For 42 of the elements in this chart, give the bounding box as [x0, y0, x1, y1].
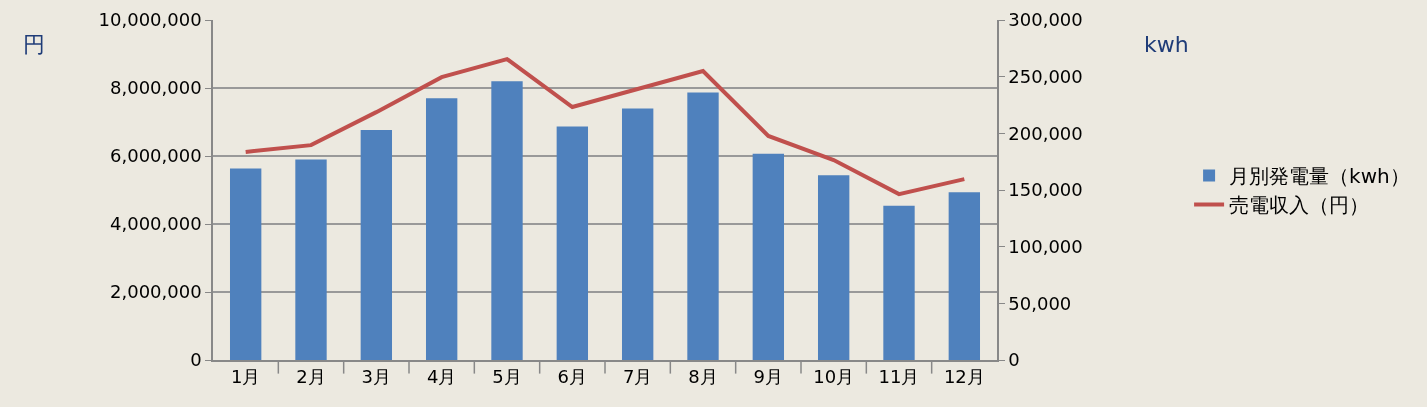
y-tick-label: 4,000,000: [110, 213, 202, 235]
bar: [948, 192, 981, 360]
y2-tick-label: 250,000: [1008, 65, 1083, 87]
bar: [883, 205, 915, 360]
y2-tick-label: 0: [1008, 349, 1020, 371]
x-tick-label: 6月: [557, 366, 588, 388]
y2-axis-title: kwh: [1144, 32, 1189, 57]
y-tick-label: 10,000,000: [98, 9, 202, 31]
y-tick-label: 8,000,000: [110, 77, 202, 99]
y2-tick-label: 150,000: [1008, 179, 1083, 201]
x-tick-label: 10月: [813, 366, 855, 388]
y2-tick-label: 200,000: [1008, 122, 1083, 144]
bar: [360, 129, 393, 360]
y2-tick-label: 300,000: [1008, 9, 1083, 31]
x-tick-label: 7月: [622, 366, 653, 388]
legend-label: 売電収入（円）: [1229, 193, 1370, 218]
legend-label: 月別発電量（kwh）: [1229, 164, 1410, 189]
bar: [556, 126, 589, 360]
x-tick-label: 1月: [230, 366, 261, 388]
bar: [491, 81, 523, 360]
x-tick-label: 12月: [943, 366, 985, 388]
bar: [687, 92, 719, 360]
bar: [425, 98, 458, 360]
x-tick-label: 2月: [296, 366, 326, 388]
y-axis-title: 円: [23, 32, 45, 57]
x-tick-label: 9月: [753, 366, 784, 388]
bar: [621, 108, 654, 360]
y-tick-label: 2,000,000: [110, 281, 202, 303]
x-tick-label: 3月: [361, 366, 392, 388]
bar: [817, 175, 850, 360]
bar: [229, 168, 262, 360]
x-tick-label: 11月: [878, 366, 920, 388]
x-tick-label: 8月: [688, 366, 718, 388]
x-tick-label: 4月: [426, 366, 457, 388]
y-tick-label: 6,000,000: [110, 145, 202, 167]
x-tick-label: 5月: [492, 366, 522, 388]
line-series: [243, 57, 967, 197]
bar: [752, 153, 785, 360]
y2-tick-label: 100,000: [1008, 235, 1083, 257]
bar: [295, 159, 327, 360]
y2-tick-label: 50,000: [1008, 292, 1072, 314]
y-tick-label: 0: [190, 349, 202, 371]
